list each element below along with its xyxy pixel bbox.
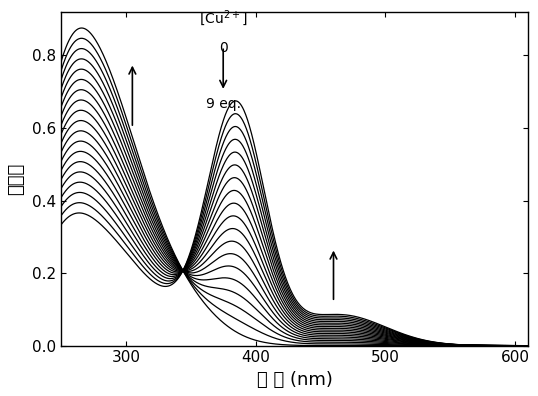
Text: 0: 0 (219, 41, 228, 55)
Text: [Cu$^{2+}$]: [Cu$^{2+}$] (199, 8, 247, 28)
Text: 9 eq.: 9 eq. (206, 97, 240, 111)
X-axis label: 波 长 (nm): 波 长 (nm) (257, 371, 332, 389)
Y-axis label: 吸光度: 吸光度 (7, 163, 25, 195)
